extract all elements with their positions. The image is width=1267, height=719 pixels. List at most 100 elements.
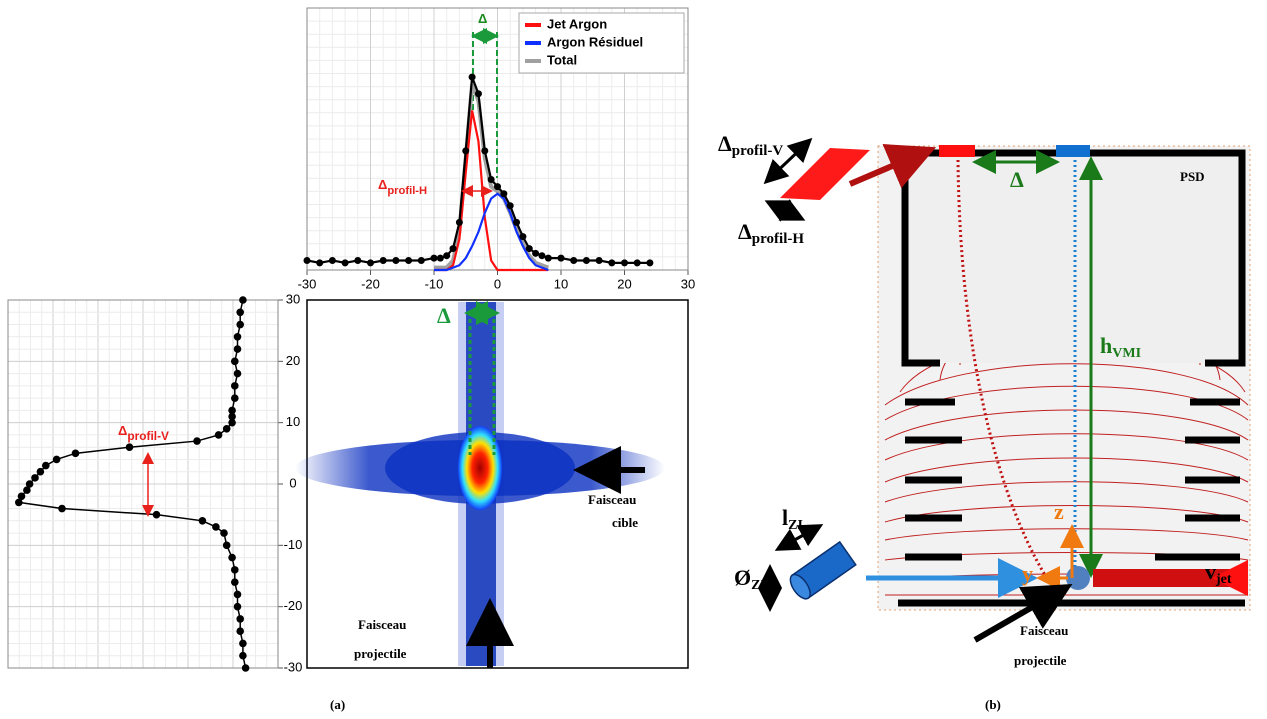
data-point: [152, 510, 161, 519]
data-point: [570, 256, 578, 264]
psd-label: PSD: [1180, 169, 1205, 184]
data-point: [595, 256, 603, 264]
data-point: [228, 412, 236, 421]
annotation-text: Δ: [378, 177, 387, 192]
data-point: [236, 615, 244, 623]
plot-frame: [7, 299, 279, 669]
data-point: [303, 256, 311, 264]
data-point: [462, 147, 470, 155]
data-point: [222, 425, 231, 433]
d-zi-label: ØZI: [734, 565, 766, 593]
data-point: [236, 627, 244, 635]
profile-v-label: Δprofil-V: [718, 131, 783, 159]
data-point: [633, 259, 641, 267]
data-point: [222, 541, 231, 550]
y-tick-label: 20: [286, 353, 300, 368]
projectile-beam-label: projectile: [354, 646, 407, 661]
data-point: [506, 202, 514, 210]
data-point: [212, 523, 220, 531]
x-tick-label: -10: [425, 276, 444, 291]
data-point: [430, 254, 438, 262]
annotation-text: Δ: [478, 11, 487, 26]
data-point: [17, 492, 26, 501]
annotation-text: Δ: [118, 423, 127, 438]
target-beam-label: cible: [612, 515, 638, 530]
l-zi-label: lZI: [782, 505, 803, 533]
y-label: y: [1022, 561, 1033, 586]
legend-label: Argon Résiduel: [547, 34, 643, 49]
data-point: [231, 394, 239, 402]
y-tick-label: 10: [286, 414, 300, 429]
data-point: [354, 256, 362, 264]
legend-label: Jet Argon: [547, 16, 607, 31]
data-point: [233, 333, 242, 341]
data-point: [25, 480, 34, 488]
delta-label: Δ: [1010, 167, 1024, 192]
z-label: z: [1054, 499, 1064, 524]
data-point: [228, 406, 236, 415]
data-point: [214, 431, 223, 439]
detector-image: Δ Faisceau cible Faisceau projectile: [295, 299, 689, 669]
data-point: [481, 147, 489, 155]
legend-label: Total: [547, 52, 577, 67]
v-jet-label: vjet: [1205, 559, 1232, 587]
projectile-beam-label: Faisceau: [1020, 623, 1068, 638]
data-point: [557, 254, 565, 262]
data-point: [519, 233, 527, 241]
data-point: [239, 639, 247, 648]
data-point: [236, 308, 244, 317]
profile-h-label: Δprofil-H: [738, 219, 804, 247]
caption: (a): [330, 697, 345, 712]
data-point: [487, 175, 495, 183]
data-point: [220, 529, 228, 537]
y-tick-label: -10: [284, 537, 303, 552]
y-tick-label: 0: [289, 475, 296, 490]
data-point: [392, 256, 400, 264]
x-tick-label: 0: [494, 276, 501, 291]
data-point: [239, 651, 247, 660]
data-point: [125, 443, 134, 452]
data-point: [417, 256, 425, 264]
data-point: [228, 418, 236, 427]
x-tick-label: 10: [554, 276, 568, 291]
data-point: [455, 218, 463, 226]
data-point: [231, 578, 239, 586]
data-point: [231, 382, 239, 390]
data-point: [513, 218, 521, 226]
x-tick-label: -30: [298, 276, 317, 291]
x-tick-label: -20: [361, 276, 380, 291]
data-point: [532, 249, 540, 257]
data-point: [231, 357, 239, 366]
data-point: [474, 90, 482, 98]
data-point: [233, 602, 242, 611]
h-vmi-label: hVMI: [1100, 333, 1141, 361]
data-point: [42, 461, 50, 470]
annotation: Δ: [478, 11, 487, 26]
data-point: [316, 259, 324, 267]
data-point: [449, 245, 457, 253]
y-tick-label: 30: [286, 291, 300, 306]
data-point: [71, 449, 80, 458]
data-point: [500, 190, 508, 198]
data-point: [36, 467, 45, 476]
caption: (b): [985, 697, 1001, 712]
data-point: [58, 504, 66, 513]
data-point: [193, 437, 201, 445]
data-point: [236, 320, 244, 329]
y-tick-label: -20: [284, 598, 303, 613]
data-point: [379, 256, 387, 264]
data-point: [525, 245, 533, 253]
vmi-diagram: PSD Δ hVMI z y vjet lZI ØZI Faisceau pro…: [718, 131, 1251, 668]
series-line: [434, 110, 549, 272]
data-point: [494, 183, 501, 191]
data-point: [443, 252, 451, 260]
data-point: [233, 369, 242, 378]
annotation-sub: profil-H: [387, 185, 427, 197]
annotation-sub: profil-V: [127, 429, 169, 443]
data-point: [328, 256, 336, 264]
legend-box: [518, 12, 685, 74]
x-tick-label: 30: [681, 276, 695, 291]
